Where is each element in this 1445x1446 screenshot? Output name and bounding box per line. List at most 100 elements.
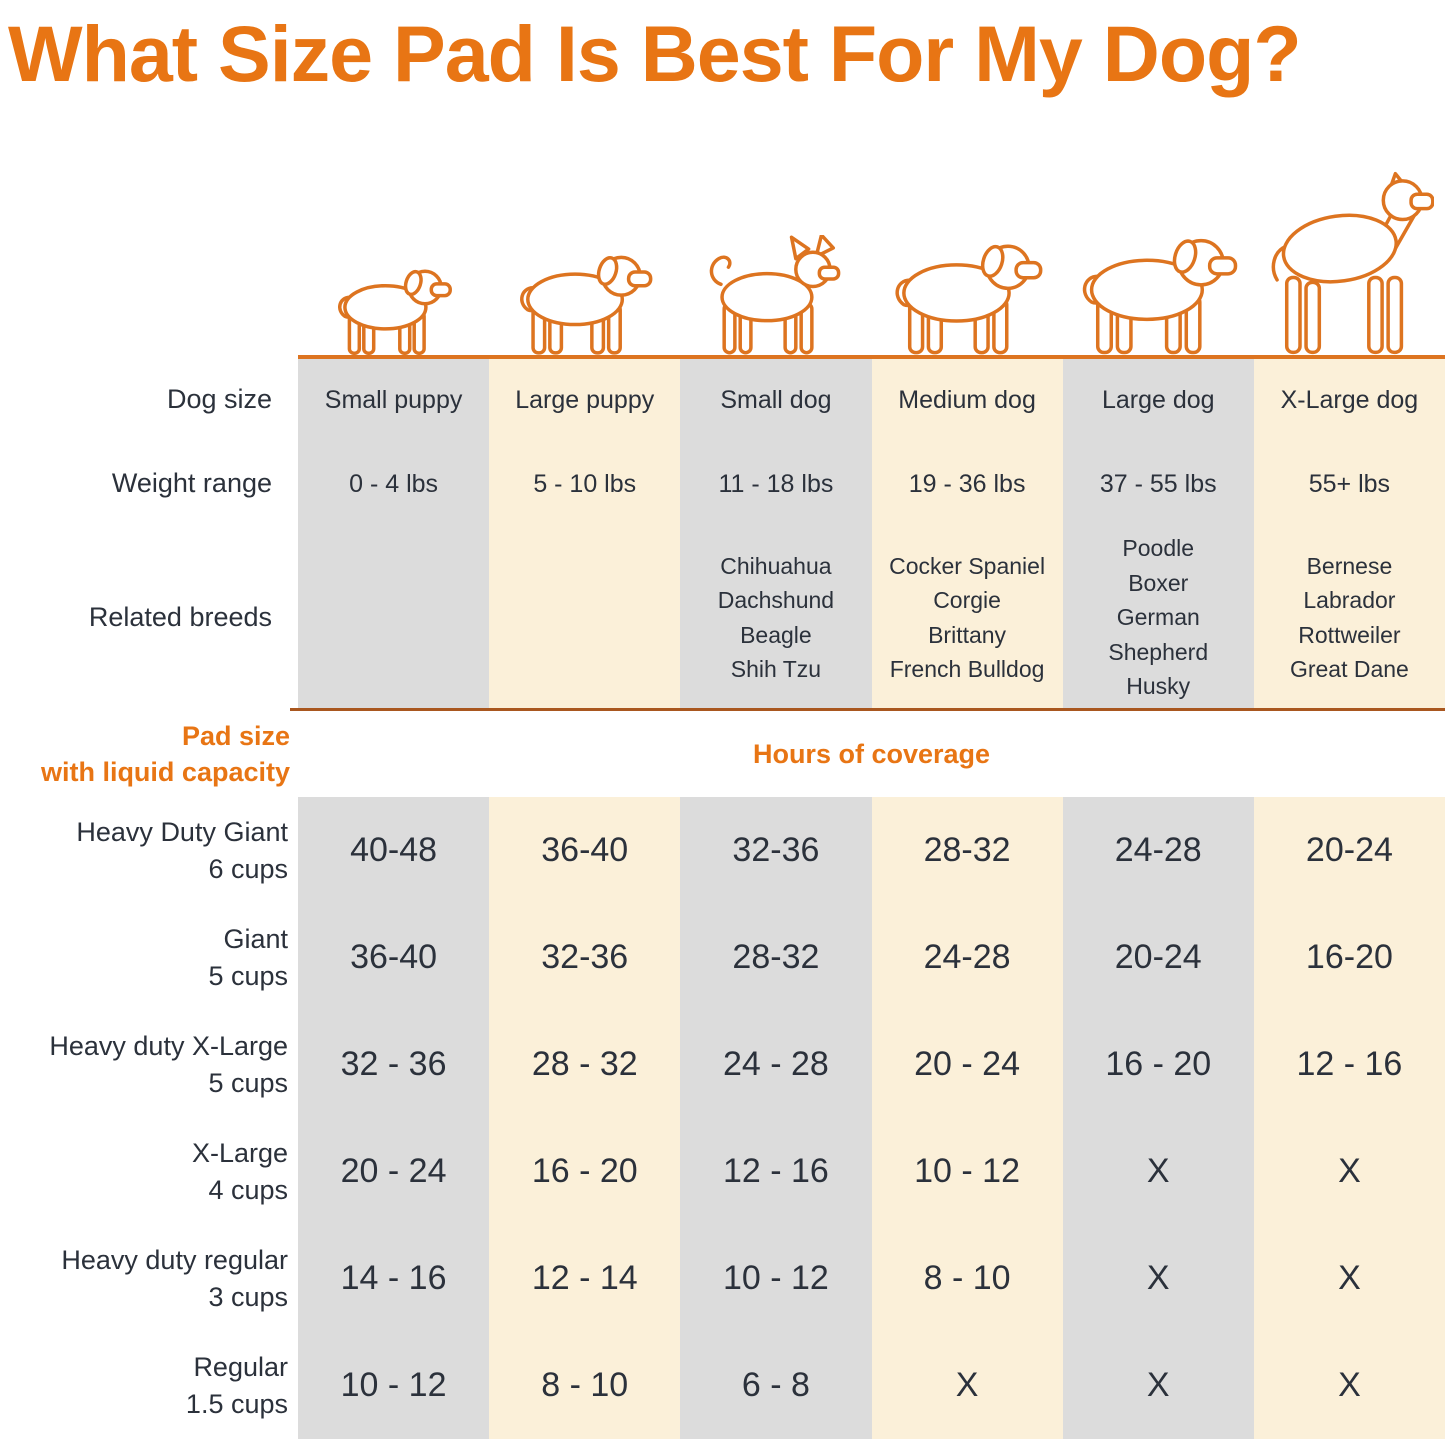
hours-value: 20 - 24 xyxy=(298,1118,490,1225)
pad-name: Regular xyxy=(193,1352,288,1383)
hours-value: 16 - 20 xyxy=(489,1118,681,1225)
hours-value: 32 - 36 xyxy=(298,1011,490,1118)
hours-value: 32-36 xyxy=(680,797,872,904)
hours-value: 12 - 16 xyxy=(1253,1011,1445,1118)
breeds-cell: Chihuahua Dachshund Beagle Shih Tzu xyxy=(680,527,872,708)
weight-value: 37 - 55 lbs xyxy=(1062,441,1254,527)
breeds-cell: Cocker Spaniel Corgie Brittany French Bu… xyxy=(871,527,1063,708)
hours-value: 10 - 12 xyxy=(680,1225,872,1332)
pad-capacity: 5 cups xyxy=(208,960,288,991)
weight-value: 19 - 36 lbs xyxy=(871,441,1063,527)
dog-cell-2 xyxy=(489,150,681,359)
weight-value: 55+ lbs xyxy=(1253,441,1445,527)
large-dog-icon xyxy=(1078,232,1238,355)
dog-cell-6 xyxy=(1253,150,1445,359)
pad-name: Heavy Duty Giant xyxy=(76,817,288,848)
breeds-cell xyxy=(489,527,681,708)
page-title: What Size Pad Is Best For My Dog? xyxy=(8,9,1302,98)
pad-row-label: Regular 1.5 cups xyxy=(0,1332,298,1439)
hours-value: X xyxy=(1253,1225,1445,1332)
breed: Corgie xyxy=(933,587,1001,613)
pad-row-label: Heavy duty X-Large 5 cups xyxy=(0,1011,298,1118)
breeds-cell: Poodle Boxer German Shepherd Husky xyxy=(1062,527,1254,708)
dog-size-value: Large dog xyxy=(1062,359,1254,441)
breed: Brittany xyxy=(928,621,1007,648)
hours-value: X xyxy=(871,1332,1063,1439)
hours-value: X xyxy=(1253,1118,1445,1225)
hours-value: 20-24 xyxy=(1062,904,1254,1011)
hours-value: 20 - 24 xyxy=(871,1011,1063,1118)
pad-capacity: 3 cups xyxy=(208,1281,288,1312)
breed: Boxer xyxy=(1128,569,1189,596)
pad-row-heavy-duty-regular: Heavy duty regular 3 cups 14 - 16 12 - 1… xyxy=(0,1225,1445,1332)
hours-value: 24-28 xyxy=(1062,797,1254,904)
pad-row-giant: Giant 5 cups 36-40 32-36 28-32 24-28 20-… xyxy=(0,904,1445,1011)
breed: Husky xyxy=(1126,673,1191,700)
dog-cell-1 xyxy=(298,150,490,359)
weight-value: 0 - 4 lbs xyxy=(298,441,490,527)
dog-size-value: Small dog xyxy=(680,359,872,441)
breed: French Bulldog xyxy=(889,656,1045,682)
dog-size-row: Dog size Small puppy Large puppy Small d… xyxy=(0,359,1445,441)
weight-value: 11 - 18 lbs xyxy=(680,441,872,527)
hours-value: X xyxy=(1062,1225,1254,1332)
pad-capacity: 4 cups xyxy=(208,1174,288,1205)
small-dog-icon xyxy=(709,235,841,355)
hours-value: X xyxy=(1062,1332,1254,1439)
weight-value: 5 - 10 lbs xyxy=(489,441,681,527)
pad-capacity: 6 cups xyxy=(208,853,288,884)
hours-value: 36-40 xyxy=(489,797,681,904)
breed: Poodle xyxy=(1122,535,1195,562)
breed: Rottweiler xyxy=(1298,621,1401,648)
pad-section-header-row: Pad size with liquid capacity Hours of c… xyxy=(0,711,1445,797)
breed: Dachshund xyxy=(717,587,835,613)
related-breeds-label: Related breeds xyxy=(88,601,272,632)
weight-range-row: Weight range 0 - 4 lbs 5 - 10 lbs 11 - 1… xyxy=(0,441,1445,527)
hours-value: X xyxy=(1253,1332,1445,1439)
dog-size-value: Small puppy xyxy=(298,359,490,441)
pad-row-heavy-duty-giant: Heavy Duty Giant 6 cups 40-48 36-40 32-3… xyxy=(0,797,1445,904)
hours-value: 40-48 xyxy=(298,797,490,904)
hours-value: 32-36 xyxy=(489,904,681,1011)
medium-dog-icon xyxy=(891,238,1043,355)
hours-value: X xyxy=(1062,1118,1254,1225)
hours-value: 20-24 xyxy=(1253,797,1445,904)
dog-cell-3 xyxy=(680,150,872,359)
hours-value: 28-32 xyxy=(680,904,872,1011)
pad-row-label: Giant 5 cups xyxy=(0,904,298,1011)
breed: Bernese xyxy=(1306,552,1393,579)
x-large-dog-icon xyxy=(1265,171,1434,355)
hours-value: 24 - 28 xyxy=(680,1011,872,1118)
breeds-cell: Bernese Labrador Rottweiler Great Dane xyxy=(1253,527,1445,708)
section-divider xyxy=(0,708,1445,711)
pad-name: X-Large xyxy=(191,1138,288,1169)
hours-value: 24-28 xyxy=(871,904,1063,1011)
pad-name: Heavy duty X-Large xyxy=(49,1031,288,1062)
hours-value: 36-40 xyxy=(298,904,490,1011)
hours-value: 6 - 8 xyxy=(680,1332,872,1439)
dog-size-value: Large puppy xyxy=(489,359,681,441)
small-puppy-dog-icon xyxy=(338,268,452,355)
pad-size-label-line1: Pad size xyxy=(181,720,290,751)
hours-value: 8 - 10 xyxy=(489,1332,681,1439)
pad-name: Heavy duty regular xyxy=(61,1245,288,1276)
pad-row-x-large: X-Large 4 cups 20 - 24 16 - 20 12 - 16 1… xyxy=(0,1118,1445,1225)
breed: Beagle xyxy=(740,621,812,648)
hours-value: 16-20 xyxy=(1253,904,1445,1011)
hours-value: 12 - 14 xyxy=(489,1225,681,1332)
weight-range-label: Weight range xyxy=(111,468,272,499)
header: What Size Pad Is Best For My Dog? xyxy=(0,0,1445,150)
pad-capacity: 5 cups xyxy=(208,1067,288,1098)
breed: German Shepherd xyxy=(1108,604,1209,665)
dog-size-value: X-Large dog xyxy=(1253,359,1445,441)
hours-of-coverage-header: Hours of coverage xyxy=(752,738,991,769)
pad-row-label: Heavy duty regular 3 cups xyxy=(0,1225,298,1332)
dog-size-value: Medium dog xyxy=(871,359,1063,441)
hours-value: 28 - 32 xyxy=(489,1011,681,1118)
breed: Chihuahua xyxy=(720,552,832,579)
dog-cell-5 xyxy=(1062,150,1254,359)
pad-row-heavy-duty-x-large: Heavy duty X-Large 5 cups 32 - 36 28 - 3… xyxy=(0,1011,1445,1118)
hours-value: 28-32 xyxy=(871,797,1063,904)
hours-value: 10 - 12 xyxy=(298,1332,490,1439)
pad-size-label: Pad size with liquid capacity xyxy=(0,711,298,797)
